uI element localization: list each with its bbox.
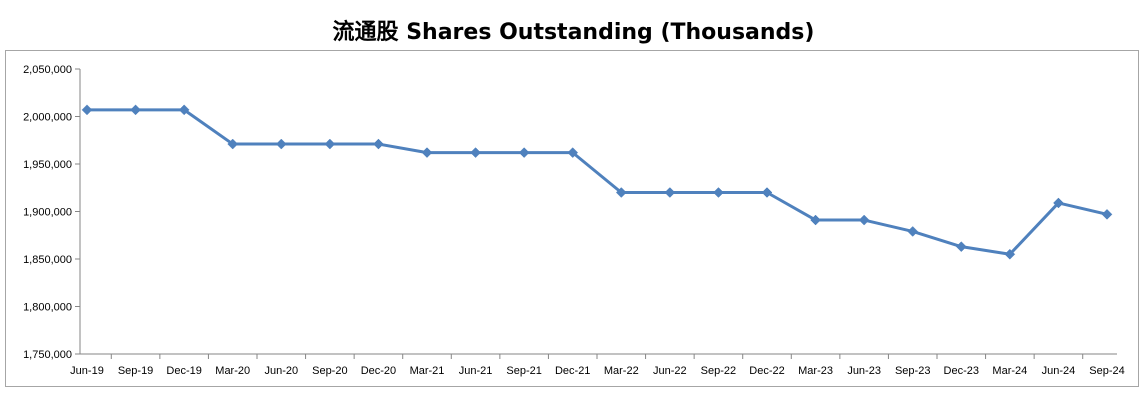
- x-tick-label: Sep-20: [312, 365, 347, 377]
- x-tick-label: Jun-23: [847, 365, 881, 377]
- x-tick-label: Mar-22: [604, 365, 639, 377]
- data-point-dec-19: [178, 104, 190, 116]
- x-tick-label: Mar-24: [992, 365, 1027, 377]
- data-point-jun-22: [664, 187, 676, 198]
- x-tick-label: Jun-24: [1042, 365, 1076, 377]
- data-point-jun-20: [275, 138, 287, 150]
- data-point-dec-20: [373, 138, 384, 150]
- x-tick-label: Dec-23: [944, 365, 979, 377]
- series-line: [87, 108, 1108, 256]
- x-tick-label: Jun-22: [653, 365, 687, 377]
- y-tick-label: 2,050,000: [23, 64, 72, 76]
- data-point-dec-21: [567, 147, 579, 158]
- data-point-mar-24: [1004, 248, 1016, 260]
- y-tick-label: 1,900,000: [23, 207, 72, 219]
- data-point-sep-21: [518, 147, 530, 158]
- y-tick-label: 2,000,000: [23, 112, 72, 124]
- x-tick-label: Dec-22: [749, 365, 784, 377]
- x-tick-label: Sep-21: [506, 365, 541, 377]
- x-tick-label: Sep-22: [701, 365, 736, 377]
- x-tick-label: Jun-21: [459, 365, 493, 377]
- x-tick-label: Dec-21: [555, 365, 590, 377]
- data-point-sep-20: [324, 138, 336, 150]
- data-point-sep-23: [907, 226, 919, 237]
- data-point-mar-22: [615, 187, 627, 198]
- data-point-jun-24: [1053, 197, 1064, 209]
- data-point-dec-23: [955, 241, 967, 253]
- y-tick-label: 1,800,000: [23, 302, 72, 314]
- data-point-sep-24: [1101, 208, 1113, 220]
- x-tick-label: Dec-20: [361, 365, 396, 377]
- data-point-jun-21: [470, 147, 481, 158]
- x-tick-label: Mar-20: [215, 365, 250, 377]
- y-tick-label: 1,850,000: [23, 254, 72, 266]
- data-point-sep-19: [130, 104, 141, 116]
- x-tick-label: Mar-21: [410, 365, 445, 377]
- y-tick-label: 1,950,000: [23, 159, 72, 171]
- data-point-mar-23: [810, 214, 821, 226]
- y-tick-label: 1,750,000: [23, 349, 72, 361]
- x-tick-label: Sep-24: [1089, 365, 1124, 377]
- data-point-sep-22: [713, 187, 724, 198]
- data-point-jun-23: [858, 214, 870, 226]
- x-tick-label: Jun-20: [264, 365, 298, 377]
- data-point-dec-22: [761, 187, 773, 198]
- chart-frame: [5, 50, 1139, 387]
- x-tick-label: Jun-19: [70, 365, 104, 377]
- x-tick-label: Dec-19: [166, 365, 201, 377]
- data-point-mar-20: [227, 138, 239, 150]
- x-tick-label: Sep-23: [895, 365, 930, 377]
- x-tick-label: Mar-23: [798, 365, 833, 377]
- chart-title: 流通股 Shares Outstanding (Thousands): [332, 20, 815, 45]
- x-tick-label: Sep-19: [118, 365, 153, 377]
- data-point-mar-21: [421, 147, 433, 158]
- data-point-jun-19: [81, 104, 93, 116]
